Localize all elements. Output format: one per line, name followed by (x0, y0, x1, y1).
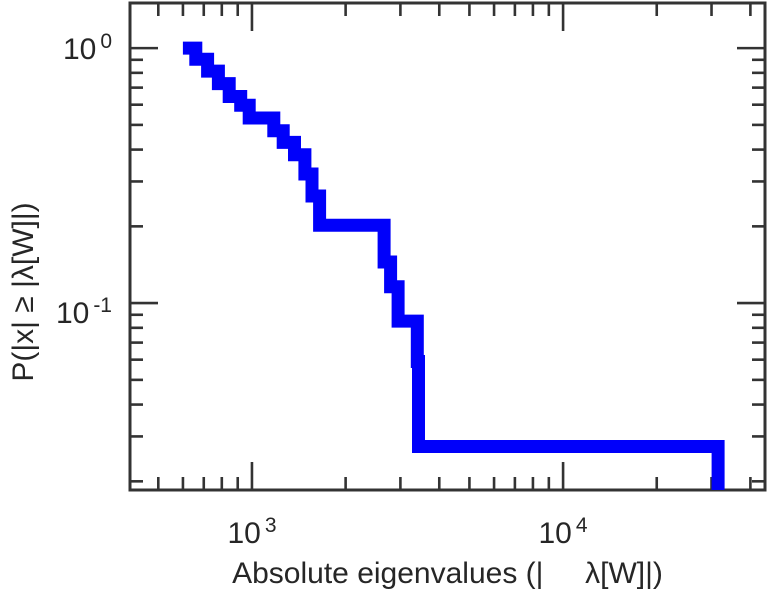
y-tick-1e0-base: 10 (62, 33, 97, 66)
ccdf-step-curve (182, 41, 725, 490)
x-tick-1e4-base: 10 (538, 517, 572, 550)
x-tick-1e3-exponent: 3 (264, 514, 277, 537)
axis-ticks (130, 3, 765, 490)
y-tick-1e0-exponent: 0 (100, 30, 112, 53)
y-tick-label-1e0: 10 0 (0, 24, 112, 68)
y-tick-1e-1-base: 10 (55, 297, 90, 330)
x-tick-label-1e4: 10 4 (493, 508, 633, 552)
y-tick-label-1e-1: 10 -1 (0, 288, 112, 332)
y-axis-label: P(|x| ≥ |λ[W]|) (7, 202, 40, 382)
plot-border (128, 1, 767, 492)
x-tick-1e4-exponent: 4 (575, 514, 588, 537)
x-tick-1e3-base: 10 (227, 517, 261, 550)
x-axis-label: Absolute eigenvalues (| λ[W]|) (232, 557, 663, 590)
x-tick-label-1e3: 10 3 (182, 508, 322, 552)
y-tick-1e-1-exponent: -1 (93, 294, 112, 317)
